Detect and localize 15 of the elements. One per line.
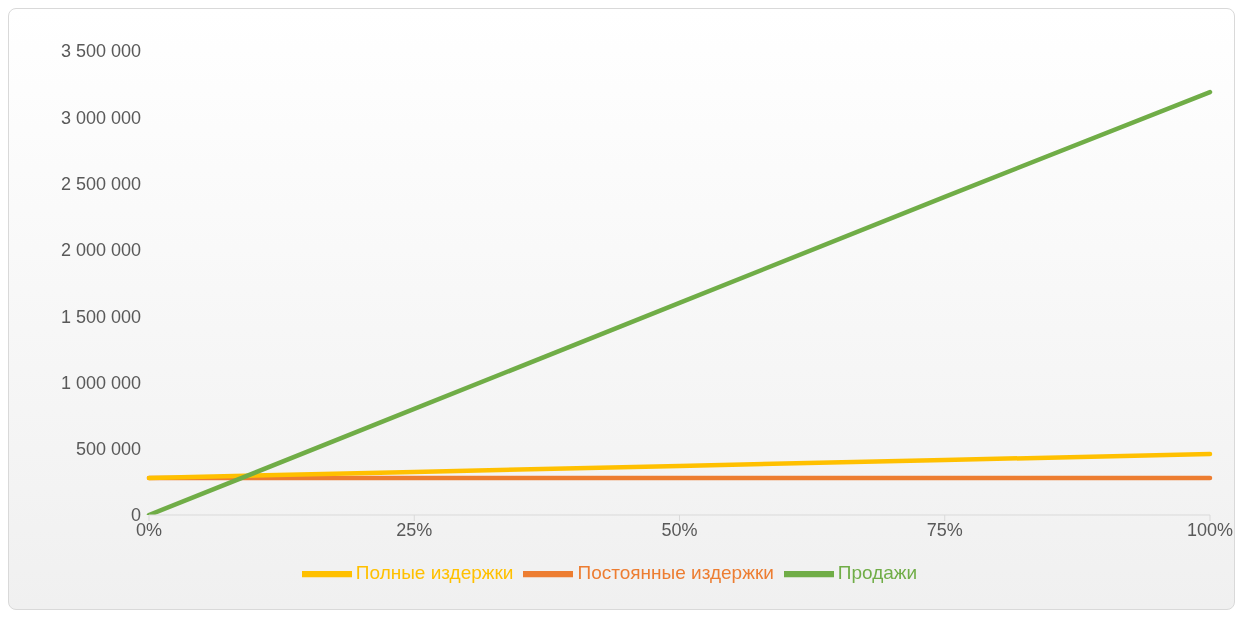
line-series: [146, 451, 1213, 481]
legend-label: Постоянные издержки: [577, 562, 774, 584]
x-tick-label: 50%: [661, 519, 698, 540]
legend-label: Продажи: [837, 562, 918, 584]
y-tick-label: 500 000: [75, 439, 141, 460]
x-tick-label: 75%: [926, 519, 963, 540]
legend-label: Полные издержки: [355, 562, 514, 584]
x-tick-label: 25%: [396, 519, 433, 540]
y-tick-label: 3 000 000: [60, 107, 141, 128]
x-tick-label: 100%: [1186, 519, 1234, 540]
y-tick-label: 2 500 000: [60, 173, 141, 194]
y-tick-label: 1 000 000: [60, 372, 141, 393]
y-tick-label: 1 500 000: [60, 306, 141, 327]
y-tick-label: 3 500 000: [60, 41, 141, 62]
y-tick-label: 2 000 000: [60, 240, 141, 261]
